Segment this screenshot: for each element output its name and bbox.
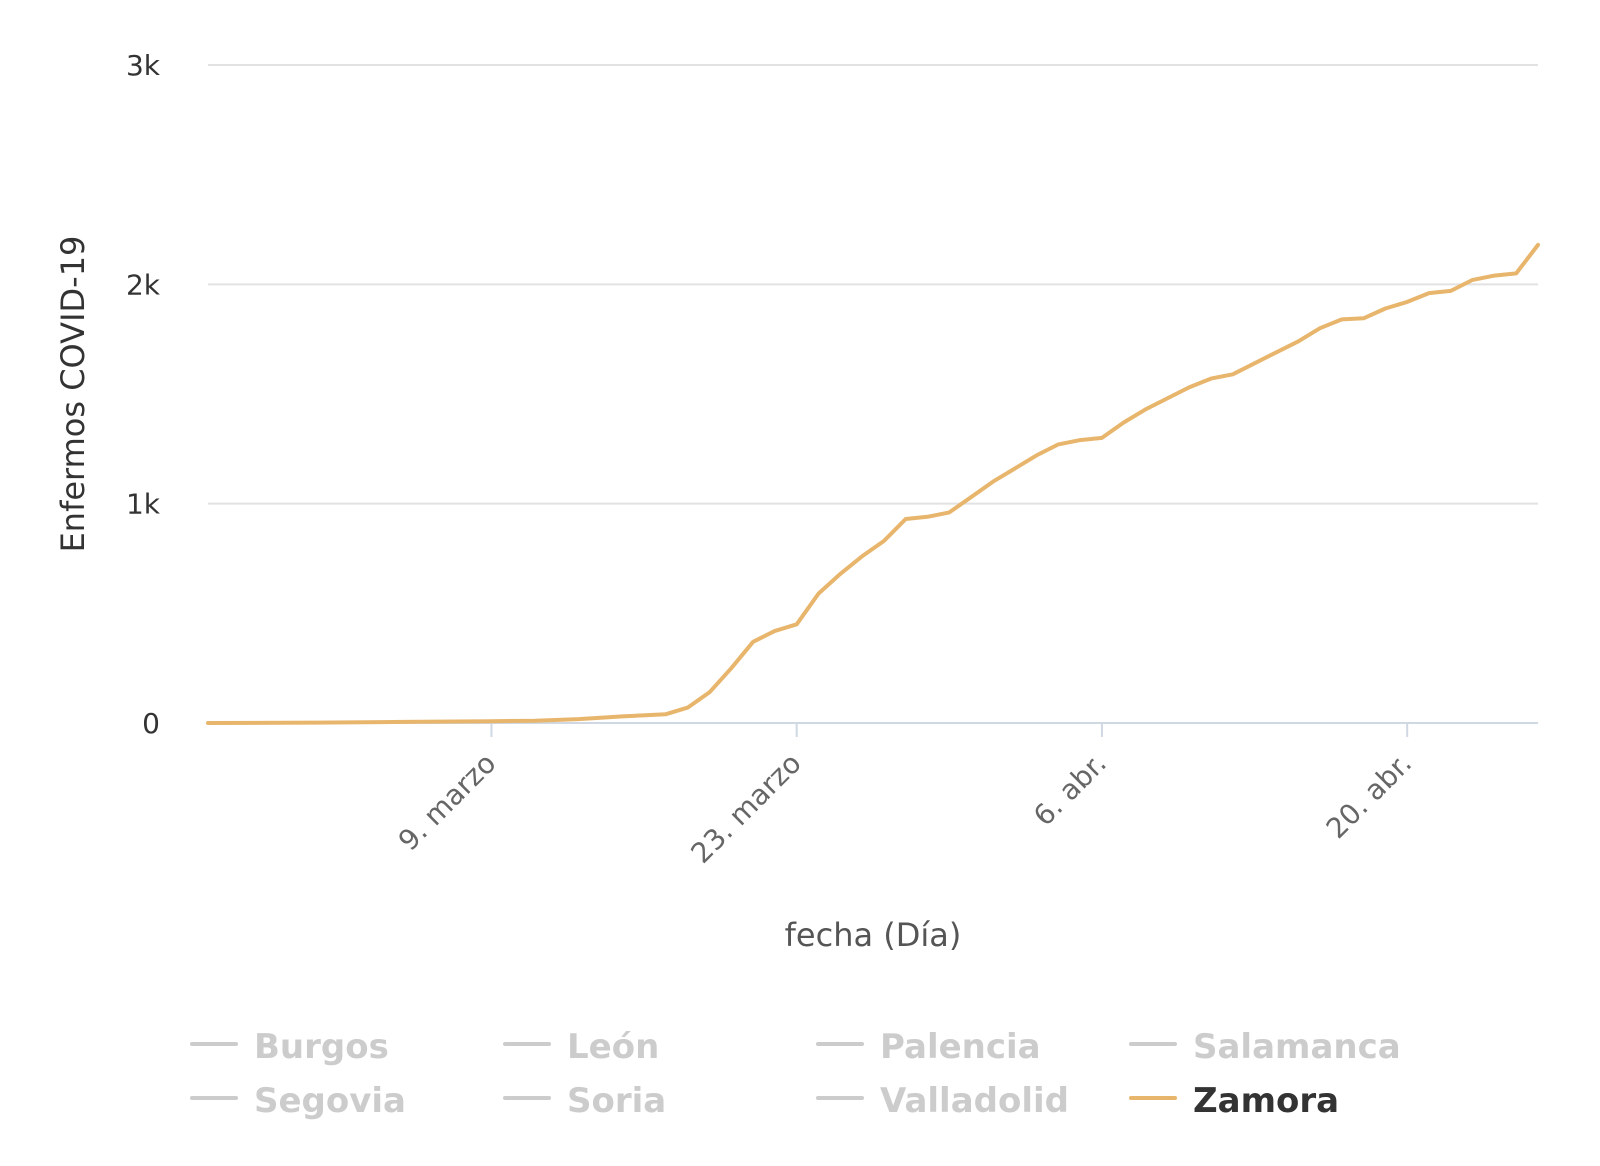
x-tick-label: 9. marzo: [392, 747, 503, 858]
legend-label: Segovia: [254, 1081, 406, 1121]
legend-item-zamora[interactable]: Zamora: [1129, 1081, 1339, 1121]
y-tick-label: 0: [142, 707, 160, 740]
legend-label: Palencia: [880, 1027, 1041, 1067]
y-tick-label: 2k: [126, 268, 161, 301]
series-line-zamora[interactable]: [206, 242, 1540, 725]
legend-label: León: [567, 1027, 659, 1067]
legend-item-valladolid[interactable]: Valladolid: [816, 1081, 1069, 1121]
y-tick-label: 1k: [126, 488, 161, 521]
legend-label: Burgos: [254, 1027, 389, 1067]
legend-item-palencia[interactable]: Palencia: [816, 1027, 1041, 1067]
legend-label: Zamora: [1193, 1081, 1339, 1121]
y-tick-label: 3k: [126, 49, 161, 82]
y-axis-title: Enfermos COVID-19: [54, 236, 92, 553]
legend-label: Salamanca: [1193, 1027, 1401, 1067]
plot-area: [206, 242, 1540, 725]
legend-label: Soria: [567, 1081, 666, 1121]
legend-label: Valladolid: [880, 1081, 1069, 1121]
legend-item-burgos[interactable]: Burgos: [190, 1027, 389, 1067]
legend-item-salamanca[interactable]: Salamanca: [1129, 1027, 1401, 1067]
x-axis: 9. marzo 23. marzo 6. abr. 20. abr.: [392, 723, 1418, 870]
x-tick-label: 23. marzo: [684, 747, 807, 870]
x-tick-label: 20. abr.: [1320, 747, 1418, 845]
legend-item-soria[interactable]: Soria: [503, 1081, 666, 1121]
y-axis: 0 1k 2k 3k: [126, 49, 161, 740]
legend: Burgos León Palencia Salamanca Segovia Soria V…: [190, 1027, 1401, 1121]
x-axis-title: fecha (Día): [785, 916, 962, 954]
x-tick-label: 6. abr.: [1027, 747, 1113, 833]
legend-item-segovia[interactable]: Segovia: [190, 1081, 406, 1121]
legend-item-leon[interactable]: León: [503, 1027, 659, 1067]
grid: [208, 64, 1538, 724]
